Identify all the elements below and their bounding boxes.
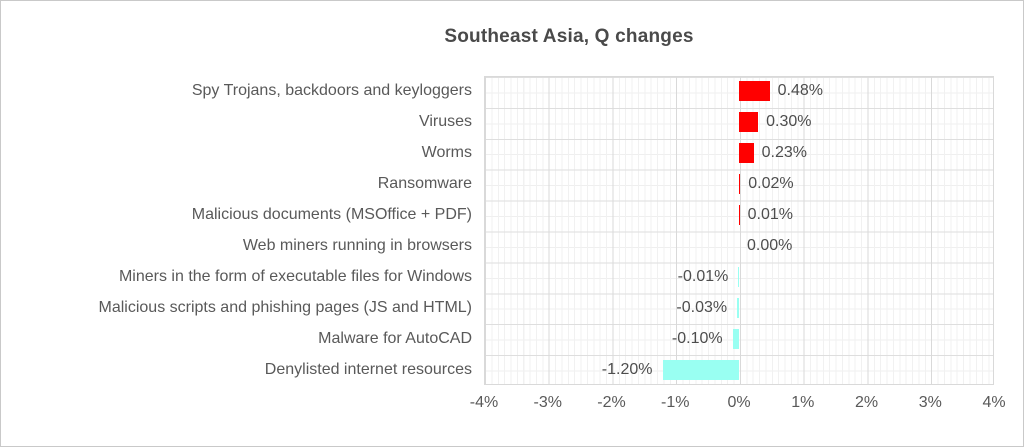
category-label: Malware for AutoCAD	[318, 329, 472, 347]
category-label: Spy Trojans, backdoors and keyloggers	[191, 82, 472, 100]
bar-negative	[662, 359, 739, 380]
value-label: 0.01%	[747, 206, 793, 224]
category-label: Miners in the form of executable files f…	[118, 267, 472, 285]
bar-negative	[737, 297, 739, 318]
x-tick-label: -1%	[661, 394, 690, 411]
category-label: Web miners running in browsers	[242, 236, 472, 254]
x-tick-label: 4%	[982, 394, 1006, 411]
category-label: Malicious scripts and phishing pages (JS…	[98, 298, 473, 316]
bar-positive	[739, 81, 770, 102]
value-label: 0.00%	[747, 236, 793, 254]
value-label: 0.23%	[761, 144, 808, 162]
x-tick-label: 1%	[791, 394, 815, 411]
x-tick-label: -4%	[469, 394, 499, 411]
x-tick-label: -2%	[597, 394, 626, 411]
bar-positive	[739, 112, 759, 133]
chart-title: Southeast Asia, Q changes	[444, 26, 694, 47]
x-tick-label: 3%	[918, 394, 942, 411]
value-label: -0.03%	[676, 298, 728, 316]
value-label: -0.10%	[671, 329, 723, 347]
x-tick-label: 0%	[727, 394, 751, 411]
value-label: -0.01%	[677, 267, 729, 285]
bar-negative	[738, 266, 739, 287]
category-label: Denylisted internet resources	[264, 360, 472, 378]
value-label: 0.48%	[777, 82, 823, 100]
x-tick-label: 2%	[854, 394, 879, 411]
bar-positive	[739, 205, 740, 226]
x-tick-label: -3%	[533, 394, 562, 411]
value-label: 0.30%	[766, 113, 812, 131]
category-label: Malicious documents (MSOffice + PDF)	[191, 206, 472, 224]
category-label: Worms	[421, 144, 472, 162]
category-label: Viruses	[418, 113, 472, 131]
value-label: -1.20%	[601, 360, 653, 378]
bar-positive	[739, 174, 741, 195]
bar-positive	[739, 143, 754, 164]
value-label: 0.02%	[748, 175, 794, 193]
bar-negative	[732, 328, 739, 349]
category-label: Ransomware	[377, 175, 472, 193]
